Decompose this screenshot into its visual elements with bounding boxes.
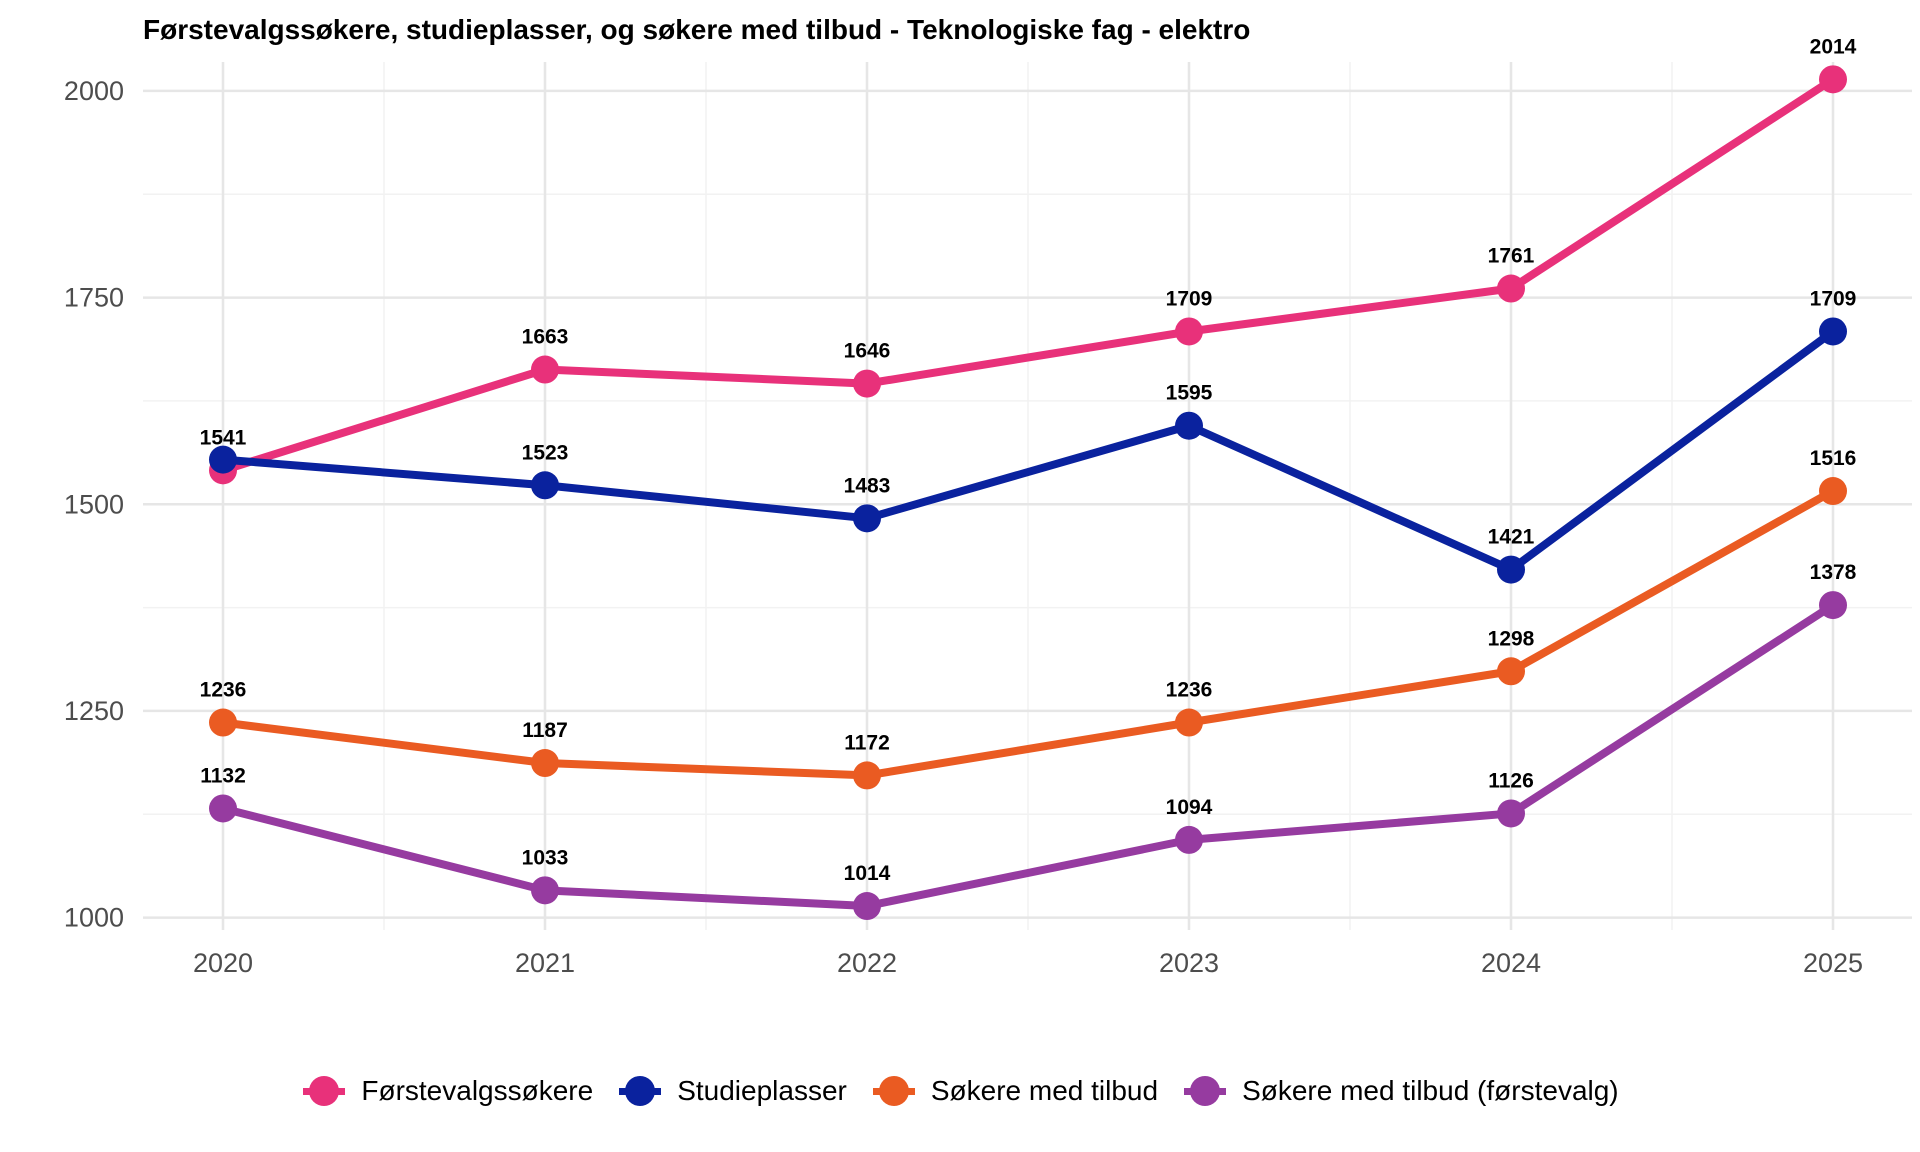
data-label: 1523 bbox=[522, 441, 569, 464]
y-tick-label: 2000 bbox=[64, 76, 124, 106]
data-point bbox=[1497, 274, 1525, 303]
data-label: 1421 bbox=[1488, 526, 1535, 549]
data-label: 1236 bbox=[1166, 679, 1213, 702]
x-tick-label: 2024 bbox=[1481, 948, 1541, 978]
y-tick-label: 1250 bbox=[64, 696, 124, 726]
chart-title: Førstevalgssøkere, studieplasser, og søk… bbox=[143, 14, 1251, 45]
data-point bbox=[531, 749, 559, 778]
x-tick-label: 2020 bbox=[193, 948, 253, 978]
data-label: 1541 bbox=[200, 426, 247, 449]
data-label: 1132 bbox=[200, 764, 246, 787]
data-label: 1709 bbox=[1810, 287, 1857, 310]
data-point bbox=[1819, 317, 1847, 346]
legend-key-icon bbox=[301, 1076, 347, 1106]
data-point bbox=[1175, 825, 1203, 854]
data-point bbox=[209, 794, 237, 823]
data-point bbox=[209, 445, 237, 474]
y-tick-label: 1500 bbox=[64, 489, 124, 519]
data-label: 1298 bbox=[1488, 627, 1535, 650]
data-point bbox=[1175, 708, 1203, 737]
data-label: 1709 bbox=[1166, 287, 1213, 310]
data-point bbox=[1175, 411, 1203, 440]
legend-key-icon bbox=[871, 1076, 917, 1106]
data-point bbox=[1175, 317, 1203, 346]
chart-legend: Førstevalgssøkere Studieplasser Søkere med… bbox=[0, 1075, 1920, 1107]
data-label: 1187 bbox=[522, 719, 568, 742]
data-point bbox=[1819, 477, 1847, 506]
legend-item: Studieplasser bbox=[617, 1075, 847, 1107]
data-label: 1516 bbox=[1810, 447, 1857, 470]
data-point bbox=[853, 504, 881, 533]
data-label: 1761 bbox=[1488, 245, 1535, 268]
data-label: 1663 bbox=[522, 326, 569, 349]
data-label: 1172 bbox=[844, 731, 890, 754]
data-point bbox=[1819, 65, 1847, 94]
data-point bbox=[1497, 657, 1525, 686]
data-point bbox=[531, 876, 559, 905]
legend-label: Søkere med tilbud (førstevalg) bbox=[1242, 1075, 1619, 1106]
series-line-f-rstevalgss-kere bbox=[219, 75, 1837, 475]
data-point bbox=[1497, 799, 1525, 828]
data-label: 1646 bbox=[844, 340, 891, 363]
data-label: 1033 bbox=[522, 846, 569, 869]
y-tick-label: 1000 bbox=[64, 903, 124, 933]
data-label: 1014 bbox=[844, 862, 891, 885]
x-tick-label: 2023 bbox=[1159, 948, 1219, 978]
data-label: 2014 bbox=[1810, 35, 1857, 58]
data-point bbox=[531, 471, 559, 500]
data-label: 1094 bbox=[1166, 796, 1213, 819]
legend-label: Førstevalgssøkere bbox=[361, 1075, 594, 1106]
data-point bbox=[209, 708, 237, 737]
data-point bbox=[853, 369, 881, 398]
data-label: 1126 bbox=[1488, 769, 1534, 792]
legend-item: Søkere med tilbud bbox=[871, 1075, 1158, 1107]
data-point bbox=[853, 761, 881, 790]
data-point bbox=[531, 355, 559, 384]
legend-key-icon bbox=[1182, 1076, 1228, 1106]
series-line-studieplasser bbox=[219, 327, 1837, 574]
legend-item: Søkere med tilbud (førstevalg) bbox=[1182, 1075, 1619, 1107]
y-tick-label: 1750 bbox=[64, 283, 124, 313]
data-label: 1483 bbox=[844, 474, 891, 497]
legend-label: Studieplasser bbox=[677, 1075, 847, 1106]
legend-label: Søkere med tilbud bbox=[930, 1075, 1159, 1106]
x-tick-label: 2021 bbox=[515, 948, 575, 978]
x-tick-label: 2022 bbox=[837, 948, 897, 978]
series-line-s-kere-med-tilbud bbox=[219, 487, 1837, 780]
data-point bbox=[1819, 591, 1847, 620]
series-line-s-kere-med-tilbud-f-rstevalg bbox=[219, 601, 1837, 911]
data-label: 1236 bbox=[200, 679, 247, 702]
data-label: 1378 bbox=[1810, 561, 1857, 584]
data-point bbox=[853, 892, 881, 921]
legend-item: Førstevalgssøkere bbox=[301, 1075, 593, 1107]
data-label: 1595 bbox=[1166, 382, 1213, 405]
data-point bbox=[1497, 555, 1525, 584]
legend-key-icon bbox=[617, 1076, 663, 1106]
x-tick-label: 2025 bbox=[1803, 948, 1863, 978]
